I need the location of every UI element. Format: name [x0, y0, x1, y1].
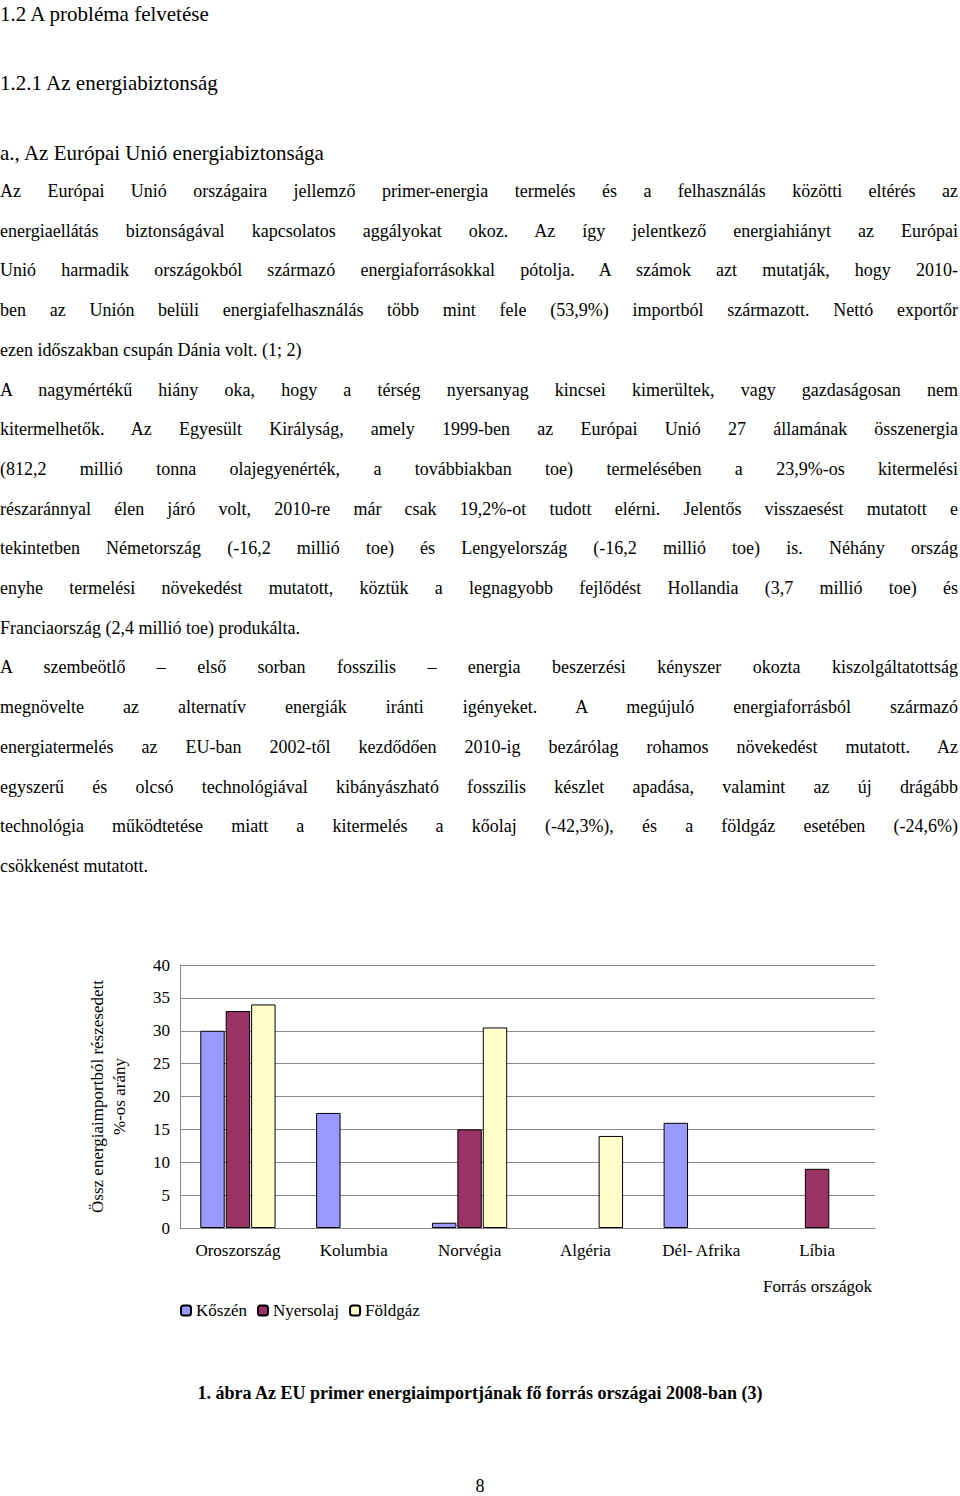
svg-text:20: 20 — [153, 1087, 170, 1106]
html-text:kitermelhetők. Az Egyesült Kir: kitermelhetők. Az Egyesült Királyság, am… — [0, 419, 958, 440]
svg-text:Kolumbia: Kolumbia — [320, 1241, 388, 1260]
svg-text:Norvégia: Norvégia — [438, 1241, 502, 1260]
svg-text:Oroszország: Oroszország — [195, 1241, 280, 1260]
html-text:1.2 A probléma felvetése: 1.2 A probléma felvetése — [0, 2, 209, 26]
html-text:ezen időszakban csupán Dánia v: ezen időszakban csupán Dánia volt. (1; 2… — [0, 339, 302, 360]
svg-text:30: 30 — [153, 1021, 170, 1040]
html-text:energiaellátás biztonságával k: energiaellátás biztonságával kapcsolatos… — [0, 220, 958, 241]
html-text:8: 8 — [475, 1476, 485, 1496]
svg-text:Össz energiaimportból részesed: Össz energiaimportból részesedett — [88, 980, 107, 1213]
svg-text:Líbia: Líbia — [799, 1241, 835, 1260]
html-text:Franciaország (2,4 millió toe): Franciaország (2,4 millió toe) produkált… — [0, 617, 300, 638]
svg-text:Forrás országok: Forrás országok — [763, 1277, 873, 1296]
html-text:energiatermelés az EU-ban 2002: energiatermelés az EU-ban 2002-től kezdő… — [0, 736, 958, 757]
html-text:1. ábra Az EU primer energiaim: 1. ábra Az EU primer energiaimportjának … — [197, 1383, 763, 1403]
svg-text:Kőszén: Kőszén — [196, 1301, 247, 1320]
svg-text:25: 25 — [153, 1054, 170, 1073]
html-text:enyhe termelési növekedést mut: enyhe termelési növekedést mutatott, köz… — [0, 578, 958, 598]
svg-text:%-os arány: %-os arány — [110, 1058, 129, 1135]
svg-text:0: 0 — [162, 1219, 171, 1238]
html-text:csökkenést mutatott.: csökkenést mutatott. — [0, 855, 148, 876]
svg-text:Algéria: Algéria — [560, 1241, 611, 1260]
svg-text:35: 35 — [153, 988, 170, 1007]
html-text:tekintetben Németország (-16,2: tekintetben Németország (-16,2 millió to… — [0, 538, 958, 559]
svg-text:Nyersolaj: Nyersolaj — [273, 1301, 339, 1320]
html-text:A nagymértékű hiány oka, hogy: A nagymértékű hiány oka, hogy a térség n… — [0, 379, 958, 400]
svg-text:5: 5 — [162, 1186, 171, 1205]
svg-text:Dél- Afrika: Dél- Afrika — [662, 1241, 740, 1260]
html-text:ben az Unión belüli energiafel: ben az Unión belüli energiafelhasználás … — [0, 300, 958, 321]
html-text:A szembeötlő – első sorban fos: A szembeötlő – első sorban fosszilis – e… — [0, 657, 958, 678]
svg-text:Földgáz: Földgáz — [365, 1301, 420, 1320]
html-text:a., Az Európai Unió energiabiz: a., Az Európai Unió energiabiztonsága — [0, 141, 324, 165]
html-text:Az Európai Unió országaira jel: Az Európai Unió országaira jellemző prim… — [0, 181, 958, 201]
svg-text:40: 40 — [153, 956, 170, 975]
html-text:részaránnyal élen járó volt, 2: részaránnyal élen járó volt, 2010-re már… — [0, 498, 958, 519]
html-text:egyszerű és olcsó technológiáv: egyszerű és olcsó technológiával kibányá… — [0, 776, 958, 797]
svg-text:10: 10 — [153, 1153, 170, 1172]
html-text:Unió harmadik országokból szár: Unió harmadik országokból származó energ… — [0, 260, 958, 281]
svg-text:15: 15 — [153, 1120, 170, 1139]
html-text:1.2.1 Az energiabiztonság: 1.2.1 Az energiabiztonság — [0, 71, 218, 95]
html-text:technológia működtetése miatt: technológia működtetése miatt a kitermel… — [0, 816, 958, 837]
html-text:megnövelte az alternatív energ: megnövelte az alternatív energiák iránti… — [0, 697, 958, 718]
html-text:(812,2 millió tonna olajegyené: (812,2 millió tonna olajegyenérték, a to… — [0, 458, 958, 479]
